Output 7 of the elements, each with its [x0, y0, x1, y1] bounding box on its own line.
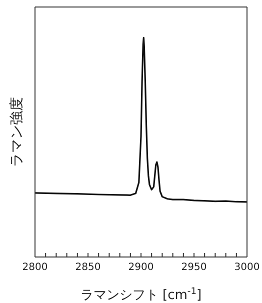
- x-tick-label: 2950: [181, 262, 207, 274]
- x-tick-label: 2800: [22, 262, 48, 274]
- x-axis-title: ラマンシフト [cm$^{-1}$]: [80, 287, 202, 303]
- y-axis-title: ラマン強度: [8, 97, 25, 167]
- x-tick-label: 2850: [75, 262, 101, 274]
- x-tick-label: 2900: [128, 262, 154, 274]
- x-tick-label: 3000: [234, 262, 260, 274]
